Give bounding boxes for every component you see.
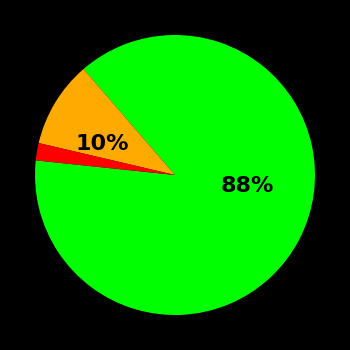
Text: 88%: 88% (221, 176, 274, 196)
Wedge shape (36, 143, 175, 175)
Wedge shape (35, 35, 315, 315)
Wedge shape (39, 69, 175, 175)
Text: 10%: 10% (76, 134, 129, 154)
